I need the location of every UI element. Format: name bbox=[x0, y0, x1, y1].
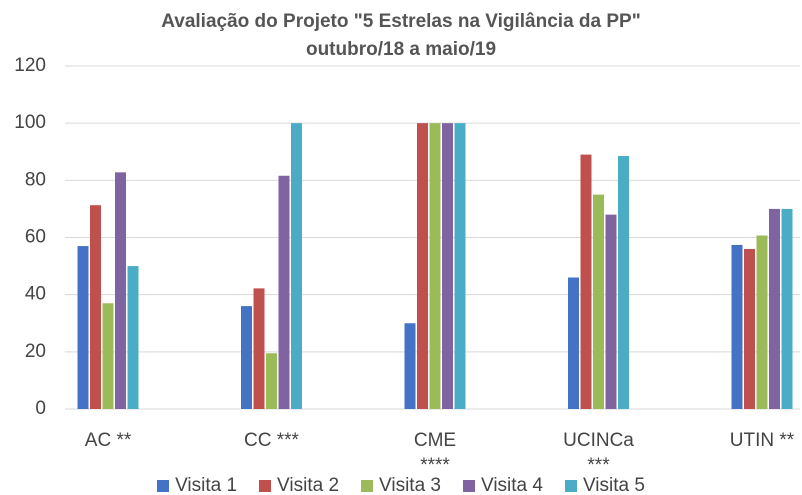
legend-label: Visita 5 bbox=[582, 475, 645, 495]
legend-label: Visita 1 bbox=[175, 475, 238, 495]
bar bbox=[90, 205, 101, 409]
legend-swatch bbox=[462, 480, 475, 492]
bar bbox=[568, 277, 579, 409]
bar bbox=[77, 246, 89, 409]
bar bbox=[266, 353, 277, 409]
y-tick-label: 80 bbox=[25, 169, 46, 190]
bar bbox=[442, 123, 453, 410]
legend-item: Visita 5 bbox=[564, 475, 645, 495]
chart-title: Avaliação do Projeto "5 Estrelas na Vigi… bbox=[161, 11, 641, 60]
bar bbox=[291, 123, 302, 410]
legend-label: Visita 4 bbox=[480, 475, 543, 495]
bar bbox=[781, 208, 793, 409]
bar bbox=[429, 123, 441, 410]
bar bbox=[102, 303, 114, 409]
x-tick-label: CC *** bbox=[244, 430, 299, 451]
legend-label: Visita 3 bbox=[379, 475, 441, 495]
y-tick-label: 100 bbox=[14, 112, 46, 133]
y-tick-label: 20 bbox=[25, 341, 46, 362]
y-tick-label: 0 bbox=[35, 398, 46, 419]
bar bbox=[593, 194, 604, 409]
bar bbox=[127, 266, 139, 409]
bar bbox=[404, 323, 416, 409]
bar bbox=[731, 244, 743, 409]
bar bbox=[278, 175, 290, 409]
bar bbox=[769, 208, 780, 409]
bar bbox=[618, 156, 629, 409]
legend-label: Visita 2 bbox=[277, 475, 340, 495]
legend-item: Visita 2 bbox=[259, 475, 339, 495]
legend-item: Visita 1 bbox=[157, 475, 237, 495]
x-tick-label: UTIN ** bbox=[729, 430, 795, 451]
bar bbox=[756, 235, 768, 409]
bar bbox=[253, 288, 265, 409]
y-tick-label: 120 bbox=[14, 55, 46, 76]
x-tick-label: UCINCa *** bbox=[563, 430, 634, 476]
legend: Visita 1 Visita 2 Visita 3 Visita 4 Visita 5 bbox=[0, 475, 802, 495]
y-tick-label: 40 bbox=[25, 284, 46, 305]
legend-swatch bbox=[157, 480, 170, 492]
legend-swatch bbox=[259, 480, 272, 492]
bar bbox=[241, 306, 252, 409]
bar bbox=[744, 248, 755, 409]
legend-swatch bbox=[361, 480, 374, 492]
bar bbox=[605, 214, 617, 409]
bar bbox=[115, 172, 126, 409]
legend-item: Visita 3 bbox=[361, 475, 441, 495]
bar bbox=[580, 154, 592, 409]
x-tick-label: AC ** bbox=[84, 430, 132, 451]
x-tick-label: CME **** bbox=[413, 430, 457, 476]
y-tick-label: 60 bbox=[25, 227, 46, 248]
bar bbox=[454, 123, 466, 410]
legend-swatch bbox=[564, 480, 577, 492]
bar bbox=[417, 123, 428, 410]
legend-item: Visita 4 bbox=[462, 475, 543, 495]
